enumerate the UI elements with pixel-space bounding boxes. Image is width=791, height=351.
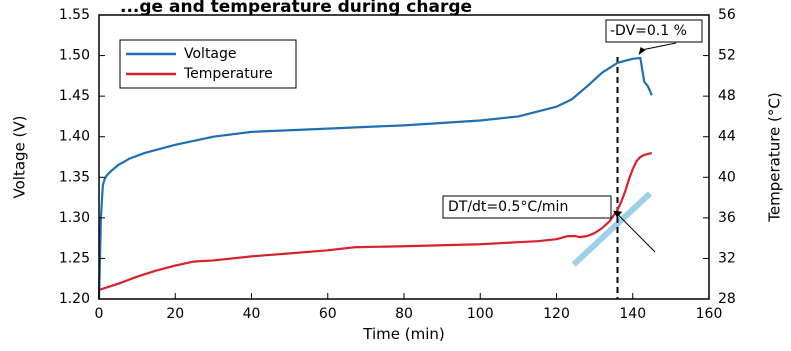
y-left-tick-label: 1.35	[59, 169, 90, 185]
y-right-tick-label: 40	[718, 169, 736, 185]
x-axis-ticks: 0 20 40 60 80 100 120 140 160	[95, 293, 723, 322]
x-axis-title: Time (min)	[362, 325, 444, 343]
y-left-tick-label: 1.50	[59, 48, 90, 64]
x-tick-label: 120	[543, 306, 570, 322]
y-right-tick-label: 44	[718, 129, 736, 145]
series-voltage-line	[97, 56, 653, 300]
y-left-tick-label: 1.30	[59, 210, 90, 226]
series-temperature-line	[98, 151, 653, 291]
legend: Voltage Temperature	[119, 39, 297, 89]
y-right-tick-label: 36	[718, 210, 736, 226]
annotation-dt: DT/dt=0.5°C/min	[442, 195, 656, 253]
x-tick-label: 60	[319, 306, 337, 322]
slope-reference-line	[571, 191, 652, 267]
y-left-tick-label: 1.25	[59, 250, 90, 266]
y-left-axis-ticks: 1.20 1.25 1.30 1.35 1.40 1.45 1.50 1.55	[59, 7, 105, 307]
y-left-tick-label: 1.55	[59, 7, 90, 23]
annotation-dt-arrowhead	[613, 210, 623, 218]
y-left-tick-label: 1.20	[59, 291, 90, 307]
x-tick-label: 0	[95, 306, 104, 322]
legend-label-voltage: Voltage	[184, 46, 237, 62]
y-right-tick-label: 48	[718, 88, 736, 104]
y-right-tick-label: 28	[718, 291, 736, 307]
annotation-dt-arrow	[616, 213, 656, 253]
annotation-dv-arrow	[641, 42, 677, 51]
y-left-axis-title: Voltage (V)	[11, 116, 29, 199]
x-tick-label: 80	[395, 306, 413, 322]
legend-box	[119, 39, 297, 89]
x-tick-label: 40	[243, 306, 261, 322]
x-tick-label: 140	[619, 306, 646, 322]
annotation-dt-box	[442, 195, 612, 219]
annotation-dv-arrowhead	[638, 47, 646, 56]
x-tick-label: 160	[696, 306, 723, 322]
y-right-axis-ticks: 28 32 36 40 44 48 52 56	[703, 7, 736, 307]
annotation-dv: -DV=0.1 %	[605, 19, 703, 56]
y-left-tick-label: 1.45	[59, 88, 90, 104]
y-right-axis-title: Temperature (°C)	[766, 92, 784, 222]
y-left-tick-label: 1.40	[59, 129, 90, 145]
x-tick-label: 20	[166, 306, 184, 322]
annotation-dt-text: DT/dt=0.5°C/min	[448, 199, 568, 215]
y-right-tick-label: 32	[718, 250, 736, 266]
y-right-tick-label: 56	[718, 7, 736, 23]
annotation-dv-box	[605, 19, 703, 43]
chart-title: ...ge and temperature during charge	[120, 0, 472, 17]
legend-label-temperature: Temperature	[183, 66, 273, 82]
y-right-tick-label: 52	[718, 48, 736, 64]
annotation-dv-text: -DV=0.1 %	[610, 23, 687, 39]
x-tick-label: 100	[467, 306, 494, 322]
